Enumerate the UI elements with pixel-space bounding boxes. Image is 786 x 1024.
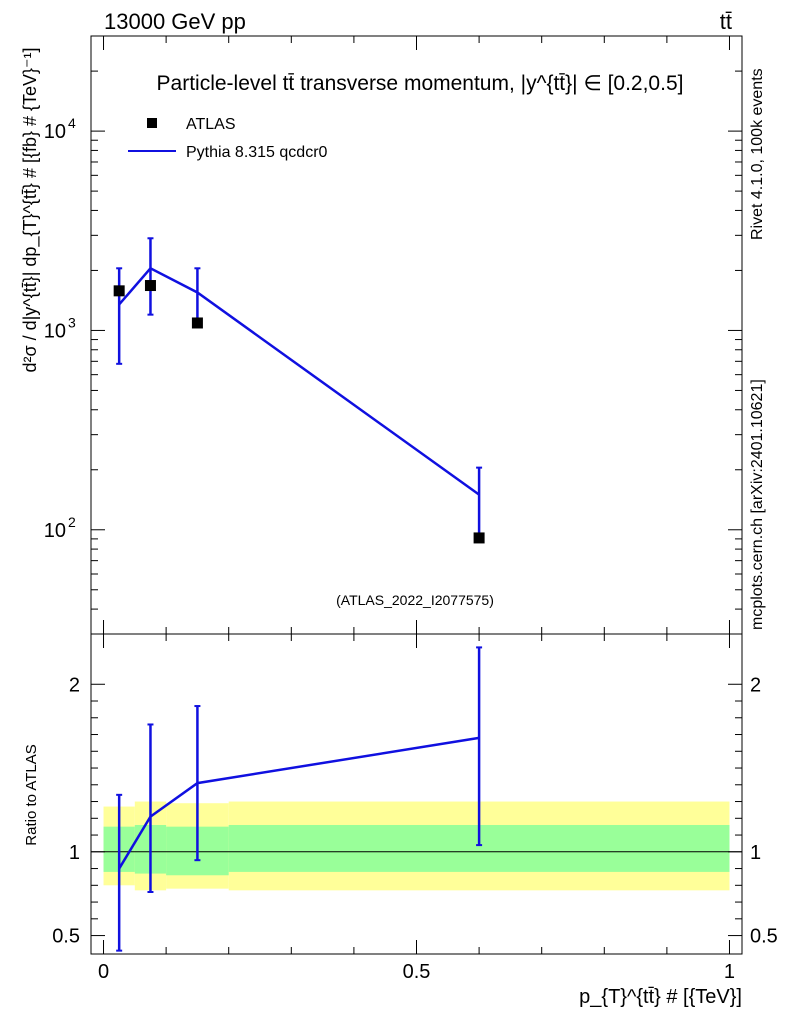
ratio-y-tick-label: 2 xyxy=(69,674,80,696)
ratio-y-tick-label-right: 0.5 xyxy=(750,926,778,948)
main-title: Particle-level tt̄ transverse momentum, … xyxy=(157,72,684,95)
header-right: tt̄ xyxy=(720,9,732,34)
atlas-data-point xyxy=(473,532,485,544)
watermark: (ATLAS_2022_I2077575) xyxy=(336,592,494,608)
main-ticks xyxy=(91,35,742,635)
ratio-y-tick-label: 0.5 xyxy=(52,926,80,948)
legend: ATLAS Pythia 8.315 qcdcr0 xyxy=(128,116,328,161)
ratio-ticks: 0 0.5 1 0.5 0.5 1 1 2 2 xyxy=(52,634,778,983)
main-y-tick-label: 10 xyxy=(44,121,66,143)
x-axis-label: p_{T}^{tt̄} # [{TeV}] xyxy=(579,986,742,1008)
mcplots-label: mcplots.cern.ch [arXiv:2401.10621] xyxy=(749,379,766,630)
atlas-data-point xyxy=(113,285,125,297)
x-tick-label: 1 xyxy=(724,961,735,983)
ratio-y-axis-label: Ratio to ATLAS xyxy=(23,744,40,845)
rivet-label: Rivet 4.1.0, 100k events xyxy=(749,68,766,240)
main-y-tick-label: 10 xyxy=(44,320,66,342)
ratio-marks xyxy=(116,646,483,952)
ratio-frame xyxy=(90,633,743,955)
ratio-y-tick-label-right: 2 xyxy=(750,674,761,696)
main-y-tick-exponent: 3 xyxy=(68,314,76,330)
main-y-tick-label: 10 xyxy=(44,520,66,542)
ratio-y-tick-label-right: 1 xyxy=(750,842,761,864)
main-y-axis-label: d²σ / d|y^{tt̄}| dp_{T}^{tt̄} # [{fb} # … xyxy=(20,47,41,372)
ratio-panel: 0 0.5 1 0.5 0.5 1 1 2 2 Ratio to ATLAS p_{T}^{tt… xyxy=(23,633,778,1008)
main-marks xyxy=(113,237,485,544)
x-tick-label: 0 xyxy=(98,961,109,983)
header-left: 13000 GeV pp xyxy=(104,9,246,34)
main-y-tick-exponent: 4 xyxy=(68,115,76,131)
legend-atlas-label: ATLAS xyxy=(186,116,236,133)
main-y-tick-exponent: 2 xyxy=(68,514,76,530)
atlas-data-point xyxy=(144,280,156,292)
ratio-mc-line xyxy=(118,736,480,870)
x-tick-label: 0.5 xyxy=(403,961,431,983)
mc-line xyxy=(118,266,480,496)
legend-mc-label: Pythia 8.315 qcdcr0 xyxy=(186,144,328,161)
ratio-y-tick-label: 1 xyxy=(69,842,80,864)
atlas-data-point xyxy=(191,317,203,329)
legend-atlas-marker xyxy=(147,118,157,128)
